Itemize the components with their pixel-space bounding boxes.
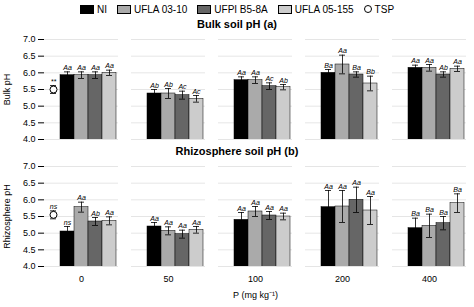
- svg-text:4.5: 4.5: [23, 245, 36, 255]
- svg-text:Aa: Aa: [236, 69, 246, 76]
- svg-text:Aa: Aa: [337, 47, 347, 54]
- svg-text:Aa: Aa: [149, 215, 159, 222]
- html-text:NI: NI: [96, 3, 107, 15]
- svg-text:Aa: Aa: [76, 194, 86, 201]
- svg-text:**: **: [51, 78, 57, 85]
- svg-text:7.0: 7.0: [23, 161, 36, 171]
- svg-text:Aa: Aa: [424, 57, 434, 64]
- svg-text:ns: ns: [50, 203, 58, 210]
- svg-text:5.0: 5.0: [23, 101, 36, 111]
- svg-text:6.5: 6.5: [23, 51, 36, 61]
- svg-text:Aa: Aa: [264, 204, 274, 211]
- svg-text:P (mg kg⁻¹): P (mg kg⁻¹): [233, 290, 278, 300]
- svg-text:Aa: Aa: [62, 64, 72, 71]
- svg-text:Aa: Aa: [337, 183, 347, 190]
- svg-text:Ba: Ba: [453, 186, 462, 193]
- svg-text:Ac: Ac: [177, 83, 187, 90]
- svg-text:Ab: Ab: [278, 77, 288, 84]
- svg-text:Ba: Ba: [411, 210, 420, 217]
- svg-text:Aa: Aa: [163, 219, 173, 226]
- svg-text:Aa: Aa: [323, 183, 333, 190]
- svg-text:Ba: Ba: [352, 64, 361, 71]
- html-text:TSP: TSP: [374, 3, 395, 15]
- svg-text:Aa: Aa: [410, 57, 420, 64]
- svg-text:Bb: Bb: [366, 68, 375, 75]
- svg-text:Aa: Aa: [365, 189, 375, 196]
- svg-text:4.0: 4.0: [23, 134, 36, 144]
- svg-text:Aa: Aa: [351, 179, 361, 186]
- svg-text:Ba: Ba: [425, 206, 434, 213]
- svg-text:Aa: Aa: [191, 219, 201, 226]
- html-text:UFLA 03-10: UFLA 03-10: [133, 3, 188, 15]
- svg-text:6.5: 6.5: [23, 178, 36, 188]
- svg-text:50: 50: [163, 274, 173, 284]
- svg-text:0: 0: [79, 274, 84, 284]
- svg-text:Ac: Ac: [264, 75, 274, 82]
- svg-text:5.5: 5.5: [23, 211, 36, 221]
- svg-text:Ac: Ac: [191, 88, 201, 95]
- svg-text:Aa: Aa: [104, 62, 114, 69]
- svg-text:400: 400: [422, 274, 437, 284]
- svg-text:Bulk pH: Bulk pH: [2, 74, 12, 106]
- svg-text:7.0: 7.0: [23, 34, 36, 44]
- svg-text:Ba: Ba: [324, 62, 333, 69]
- svg-text:Aa: Aa: [278, 205, 288, 212]
- svg-text:Rhizosphere pH: Rhizosphere pH: [2, 184, 12, 249]
- svg-text:Aa: Aa: [250, 69, 260, 76]
- svg-text:Aa: Aa: [104, 209, 114, 216]
- svg-text:Ab: Ab: [438, 64, 448, 71]
- svg-text:200: 200: [335, 274, 350, 284]
- html-text:Bulk soil pH (a): Bulk soil pH (a): [197, 18, 277, 30]
- svg-text:Aa: Aa: [452, 58, 462, 65]
- html-text:UFLA 05-155: UFLA 05-155: [294, 3, 354, 15]
- svg-text:Aa: Aa: [76, 64, 86, 71]
- svg-text:Ab: Ab: [149, 82, 159, 89]
- svg-text:6.0: 6.0: [23, 68, 36, 78]
- html-text:Rhizosphere soil pH (b): Rhizosphere soil pH (b): [175, 145, 299, 157]
- svg-text:ns: ns: [64, 219, 72, 226]
- svg-text:Ab: Ab: [163, 81, 173, 88]
- svg-text:100: 100: [248, 274, 263, 284]
- svg-text:Aa: Aa: [236, 205, 246, 212]
- svg-text:Aa: Aa: [250, 199, 260, 206]
- svg-text:Ab: Ab: [90, 210, 100, 217]
- svg-text:Aa: Aa: [177, 222, 187, 229]
- svg-text:4.0: 4.0: [23, 261, 36, 271]
- svg-text:5.5: 5.5: [23, 84, 36, 94]
- svg-text:6.0: 6.0: [23, 195, 36, 205]
- svg-text:4.5: 4.5: [23, 118, 36, 128]
- html-text:UFPI B5-8A: UFPI B5-8A: [214, 3, 268, 15]
- svg-text:Aa: Aa: [90, 64, 100, 71]
- svg-text:5.0: 5.0: [23, 228, 36, 238]
- svg-text:Ba: Ba: [439, 209, 448, 216]
